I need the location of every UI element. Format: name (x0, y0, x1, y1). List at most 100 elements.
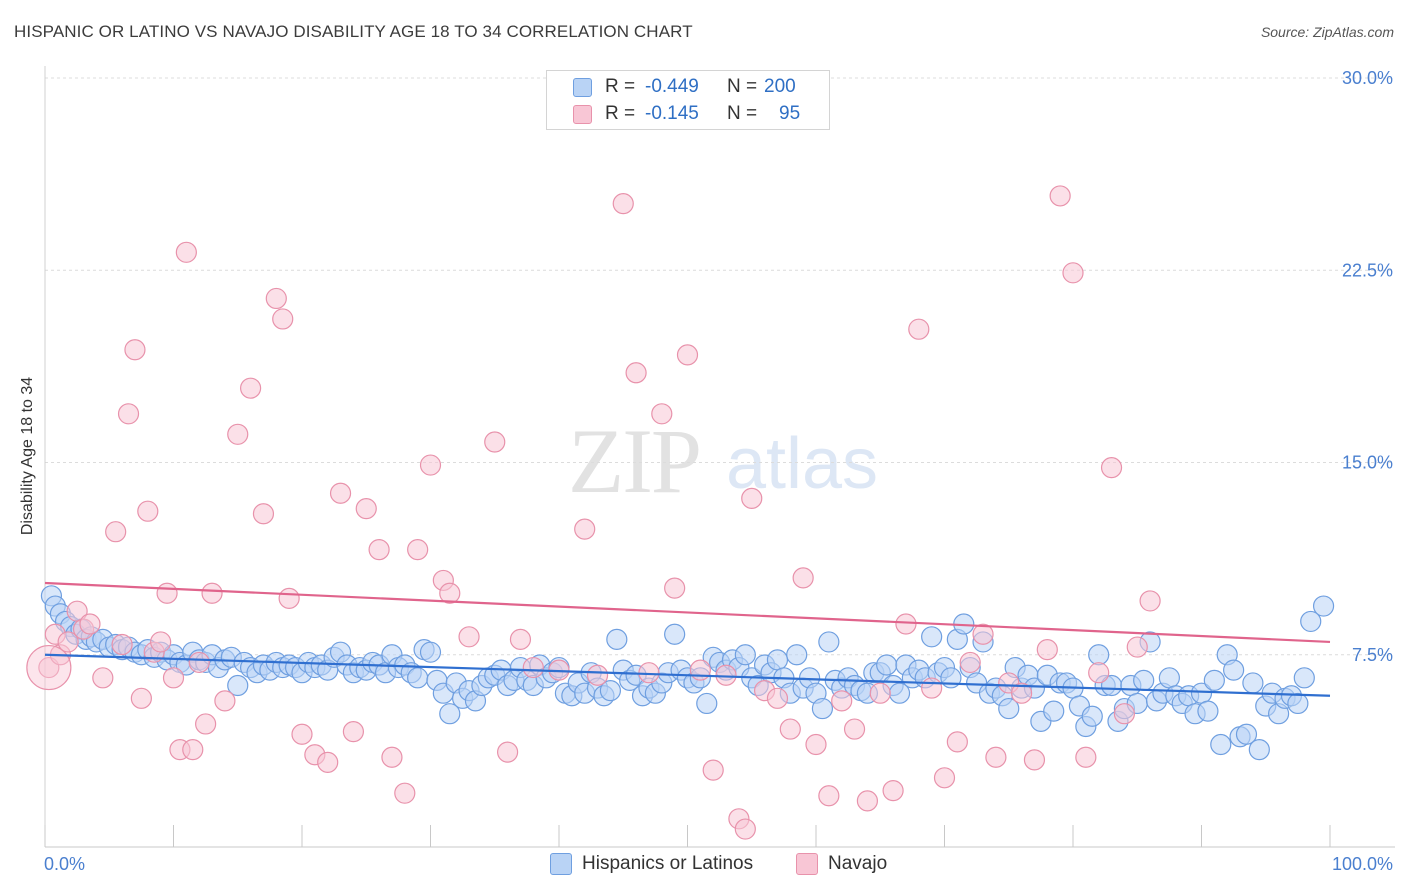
data-point (130, 687, 152, 709)
data-point (381, 746, 403, 768)
data-point (1235, 723, 1258, 745)
data-point (779, 718, 801, 740)
data-point (156, 582, 178, 604)
data-point (1133, 669, 1155, 691)
data-point (1088, 662, 1110, 684)
data-point (509, 628, 532, 650)
r-label: R = (605, 76, 636, 97)
data-point (137, 500, 159, 522)
stats-row-hispanic: R = -0.449 N = 200 (547, 74, 829, 101)
data-point (117, 403, 140, 425)
data-point (124, 339, 146, 361)
data-point (329, 482, 352, 504)
data-point (985, 746, 1007, 768)
data-point (407, 539, 429, 561)
data-point (1081, 705, 1103, 727)
data-point (1300, 610, 1322, 633)
data-point (195, 713, 217, 735)
data-point (843, 718, 866, 740)
data-point (1158, 667, 1180, 689)
source-label: Source: ZipAtlas.com (1260, 24, 1394, 40)
data-point (664, 623, 686, 645)
data-point (805, 733, 827, 756)
y-tick-label: 22.5% (1342, 260, 1393, 280)
data-point (419, 641, 442, 663)
y-tick-label: 7.5% (1352, 645, 1393, 665)
data-point (696, 692, 718, 715)
data-point (1210, 733, 1232, 756)
data-point (1223, 659, 1245, 681)
data-point (1100, 457, 1123, 479)
data-point (439, 703, 461, 725)
data-point (484, 431, 506, 453)
x-tick-label: 100.0% (1332, 854, 1393, 874)
data-point (651, 403, 673, 425)
data-point (188, 651, 210, 674)
data-point (497, 741, 519, 763)
data-point (201, 582, 223, 604)
data-point (638, 662, 660, 684)
data-point (272, 308, 294, 330)
data-point (606, 628, 628, 650)
navajo-swatch (573, 105, 592, 124)
data-point (946, 731, 968, 753)
n-label: N = (727, 103, 758, 124)
data-point (612, 193, 634, 215)
data-point (111, 633, 133, 656)
r-label: R = (605, 103, 636, 124)
data-point (227, 423, 249, 445)
data-point (1113, 703, 1136, 725)
n-value: 200 (764, 76, 796, 97)
data-point (811, 697, 834, 720)
data-point (734, 818, 756, 840)
data-point (1023, 749, 1046, 771)
data-point (1197, 700, 1219, 722)
tick-labels: 7.5% 15.0% 22.5% 30.0% 0.0% 100.0% (44, 68, 1393, 874)
data-point (1010, 682, 1033, 704)
data-point (214, 690, 236, 712)
data-point (933, 767, 956, 789)
data-series (26, 185, 1335, 840)
data-point (908, 318, 930, 340)
gridlines (45, 77, 1395, 656)
data-point (831, 690, 853, 712)
data-point (162, 667, 185, 689)
data-point (1036, 639, 1058, 661)
data-point (355, 498, 377, 520)
data-point (766, 649, 789, 671)
data-point (394, 782, 416, 804)
data-point (1126, 636, 1148, 658)
data-point (458, 626, 480, 648)
data-point (79, 613, 101, 635)
data-point (664, 577, 686, 599)
data-point (1062, 262, 1084, 284)
data-point (921, 626, 943, 648)
axes (44, 66, 1395, 848)
data-point (1049, 185, 1071, 207)
data-point (1075, 746, 1097, 768)
data-point (1139, 590, 1161, 612)
data-point (1293, 667, 1315, 689)
data-point (342, 721, 364, 743)
data-point (278, 587, 300, 609)
data-point (1287, 692, 1309, 715)
stats-row-navajo: R = -0.145 N = 95 (547, 101, 829, 128)
data-point (291, 723, 313, 745)
watermark-zip: ZIP (568, 410, 700, 512)
data-point (182, 738, 204, 761)
data-point (702, 759, 724, 781)
data-point (998, 697, 1020, 720)
data-point (876, 654, 898, 676)
data-point (895, 613, 917, 635)
data-point (734, 644, 756, 666)
r-value: -0.449 (645, 76, 699, 97)
legend-navajo-label: Navajo (828, 853, 888, 874)
data-point (869, 682, 891, 704)
data-point (175, 241, 197, 263)
y-tick-label: 15.0% (1342, 453, 1393, 473)
data-point (959, 651, 981, 674)
trend-lines (44, 581, 1331, 697)
data-point (57, 631, 79, 653)
data-point (818, 631, 840, 653)
